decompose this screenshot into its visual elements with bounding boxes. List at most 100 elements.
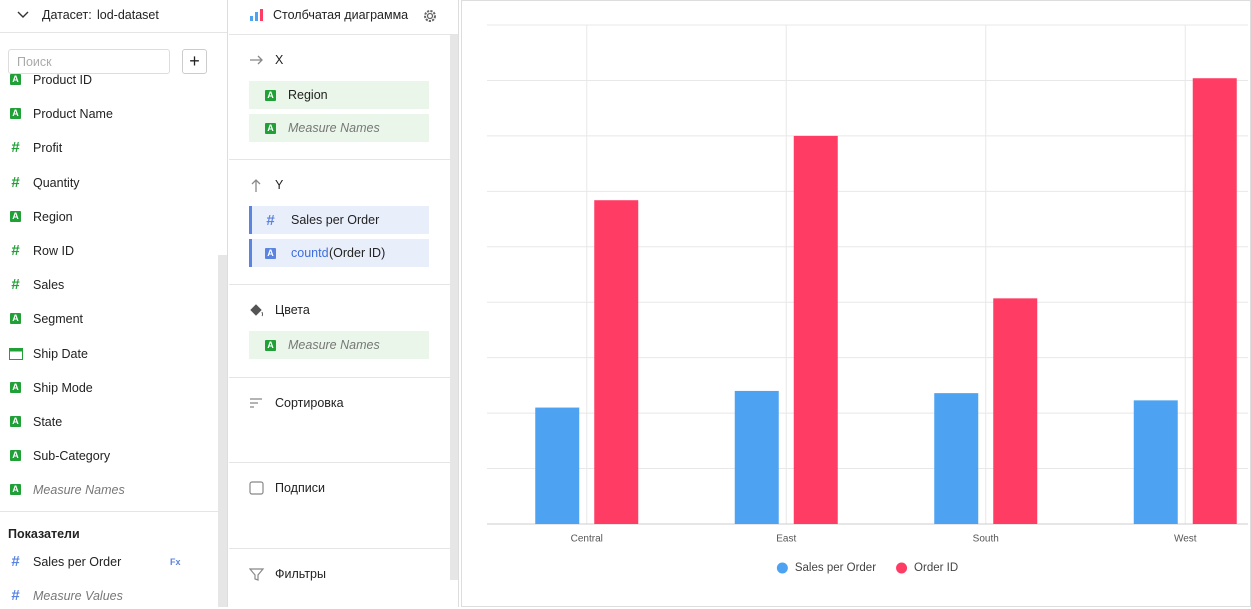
chart-area: Central East South West Sales per Order Order… xyxy=(461,0,1251,607)
section: Цвета A Measure Names xyxy=(229,285,450,378)
sections: X A Region A Measure Names Y # Sales per Order A… xyxy=(229,35,450,607)
field-item[interactable]: A State xyxy=(0,415,218,429)
field-name: Measure Values xyxy=(33,589,123,603)
field-icon: # xyxy=(11,553,20,570)
measure-item[interactable]: # Measure Values xyxy=(0,588,218,603)
legend-label[interactable]: Sales per Order xyxy=(795,562,876,574)
divider xyxy=(0,32,227,33)
section-icon xyxy=(251,179,261,192)
section-icon xyxy=(250,304,263,317)
placeholder-item[interactable]: A Measure Names xyxy=(249,113,429,142)
field-item[interactable]: # Quantity xyxy=(0,173,218,191)
wizard-panel: Столбчатая диаграмма X A Region A Measure Na… xyxy=(229,0,459,607)
scrollbar[interactable] xyxy=(218,255,227,607)
field-icon: A xyxy=(265,122,276,134)
bar xyxy=(793,135,838,524)
field-icon: A xyxy=(10,381,21,393)
field-name: Profit xyxy=(33,141,63,156)
settings-icon[interactable] xyxy=(422,8,438,24)
field-icon: # xyxy=(11,276,20,294)
icon-part xyxy=(251,179,261,192)
field-icon: # xyxy=(11,173,20,191)
icon-part xyxy=(250,304,263,317)
field-item[interactable]: A Measure Names xyxy=(0,483,218,497)
legend-marker xyxy=(896,562,908,574)
add-button[interactable]: + xyxy=(182,49,207,74)
field-item[interactable]: # Row ID xyxy=(0,242,218,259)
field-icon: # xyxy=(11,242,20,259)
legend-label[interactable]: Order ID xyxy=(914,562,958,574)
field-name: Measure Names xyxy=(288,338,380,352)
field-item[interactable]: A Region xyxy=(0,210,218,224)
section-icon xyxy=(249,481,264,495)
field-name: Row ID xyxy=(33,244,74,258)
placeholder-item[interactable]: A Region xyxy=(249,81,429,109)
icon-part xyxy=(249,481,264,495)
field-icon: A xyxy=(265,90,276,101)
x-tick-label: South xyxy=(973,534,999,545)
field-name: Measure Names xyxy=(288,120,380,135)
bar xyxy=(1133,400,1178,524)
field-icon: A xyxy=(10,108,21,120)
field-name: Measure Names xyxy=(33,483,125,498)
bar xyxy=(535,407,580,524)
field-icon: # xyxy=(11,139,20,157)
scrollbar[interactable] xyxy=(450,35,458,580)
section-title: Показатели xyxy=(8,527,80,541)
collapse-chevron[interactable] xyxy=(16,9,30,21)
chart-type[interactable]: Столбчатая диаграмма xyxy=(273,8,409,22)
field-name: Sub-Category xyxy=(33,449,111,464)
icon-part xyxy=(250,397,262,408)
field-list: A Product ID A Product Name # Profit # Quantity… xyxy=(0,74,227,607)
field-name: Product Name xyxy=(33,107,113,122)
icon-part xyxy=(9,348,23,352)
icon-part xyxy=(250,55,263,65)
bar xyxy=(1192,78,1237,524)
formula-badge: Fx xyxy=(170,557,181,567)
x-tick-label: West xyxy=(1174,534,1197,545)
field-item[interactable]: # Sales xyxy=(0,276,218,294)
function-name: countd xyxy=(291,245,329,260)
search-input[interactable]: Поиск xyxy=(8,49,170,74)
field-icon: A xyxy=(10,210,21,222)
divider xyxy=(0,511,218,512)
chart: Central East South West Sales per Order Order… xyxy=(487,24,1248,574)
field-icon: A xyxy=(10,450,21,462)
measure-item[interactable]: # Sales per Order Fx xyxy=(0,553,218,570)
field-name: State xyxy=(33,415,63,429)
field-name: (Order ID) xyxy=(329,245,386,260)
section-icon xyxy=(250,55,263,65)
section-title: Сортировка xyxy=(275,395,344,410)
section: Сортировка xyxy=(229,378,450,463)
placeholder-item[interactable]: # Sales per Order xyxy=(249,206,429,234)
icon-part xyxy=(249,567,265,581)
field-item[interactable]: Ship Date xyxy=(0,347,218,361)
field-name: Segment xyxy=(33,312,84,327)
field-icon: A xyxy=(10,484,21,496)
section-title: Y xyxy=(275,178,284,192)
section: X A Region A Measure Names xyxy=(229,35,450,160)
field-item[interactable]: A Ship Mode xyxy=(0,381,218,395)
dataset-panel: Датасет: lod-dataset Поиск + A Product ID… xyxy=(0,0,228,607)
bar xyxy=(934,393,979,524)
dataset-name[interactable]: lod-dataset xyxy=(97,8,159,22)
field-item[interactable]: A Product ID xyxy=(0,74,218,87)
field-item[interactable]: A Product Name xyxy=(0,107,218,121)
field-icon: A xyxy=(265,247,276,259)
x-tick-label: Central xyxy=(571,534,603,545)
field-icon: # xyxy=(266,212,275,229)
field-item[interactable]: # Profit xyxy=(0,139,218,157)
field-name: Sales per Order xyxy=(33,555,122,569)
section-icon xyxy=(249,567,265,581)
x-tick-label: East xyxy=(776,534,796,545)
section: Фильтры xyxy=(229,549,450,608)
field-name: Ship Date xyxy=(33,346,88,361)
placeholder-item[interactable]: A Measure Names xyxy=(249,331,429,359)
field-item[interactable]: A Segment xyxy=(0,312,218,326)
section-icon xyxy=(250,397,262,408)
field-item[interactable]: A Sub-Category xyxy=(0,449,218,463)
